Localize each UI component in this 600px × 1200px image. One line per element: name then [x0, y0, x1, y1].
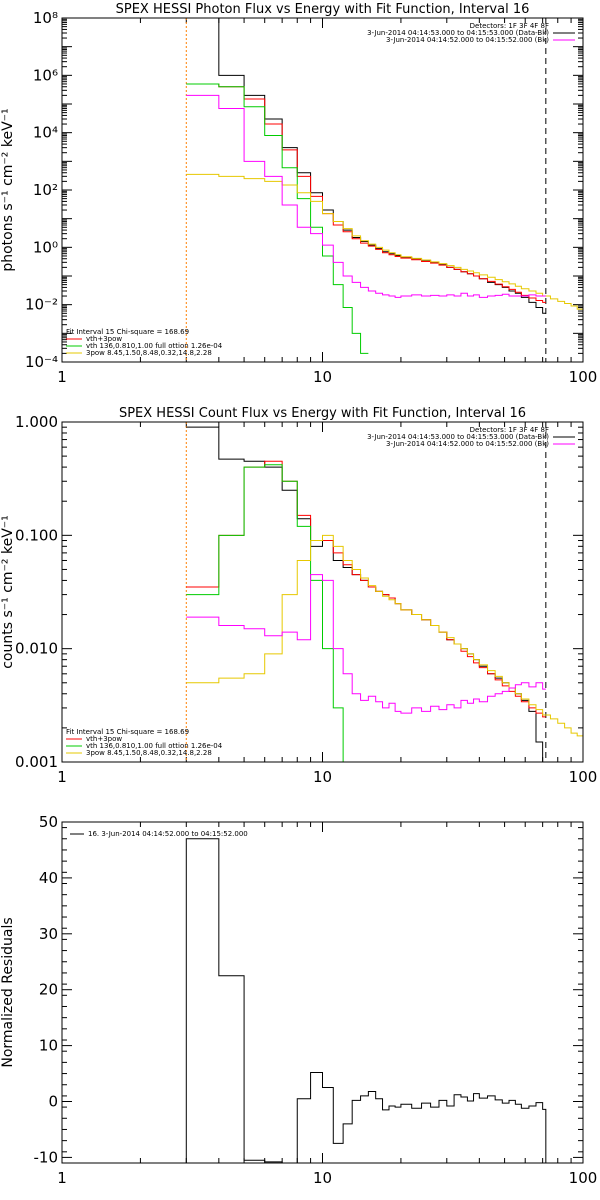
x-axis: 1 10 100 — [57, 822, 597, 1187]
y-tick-label: 10⁻² — [25, 296, 58, 314]
y-tick-label: 0 — [48, 1093, 58, 1111]
x-tick-label: 1 — [57, 768, 67, 786]
legend-text: vth+3pow — [86, 735, 122, 743]
x-axis: 1 10 100 — [57, 18, 597, 386]
series-line — [186, 534, 583, 737]
series-line — [186, 464, 353, 762]
y-tick-label: 0.010 — [15, 640, 58, 658]
legend-top-left: 16. 3-Jun-2014 04:14:52.000 to 04:15:52.… — [70, 830, 248, 838]
y-tick-label: 1.000 — [15, 413, 58, 431]
y-tick-label: 10² — [33, 181, 58, 199]
legend-top-right: Detectors: 1F 3F 4F 8F3-Jun-2014 04:14:5… — [367, 22, 575, 44]
y-tick-label: 0.100 — [15, 526, 58, 544]
series-line — [186, 426, 546, 762]
plot-area — [185, 838, 547, 1163]
plot-area — [185, 18, 583, 362]
y-tick-label: 10 — [39, 1037, 58, 1055]
legend-text: 3-Jun-2014 04:14:52.000 to 04:15:52.000 … — [386, 440, 549, 448]
plot-frame — [61, 821, 584, 1164]
y-tick-label: 10⁴ — [33, 124, 58, 142]
x-tick-label: 100 — [569, 768, 598, 786]
legend-text: 3-Jun-2014 04:14:53.000 to 04:15:53.000 … — [367, 29, 549, 37]
y-tick-label: 10⁻⁴ — [25, 353, 58, 371]
y-tick-label: 50 — [39, 813, 58, 831]
y-tick-label: 10⁶ — [33, 66, 58, 84]
y-tick-label: 10⁰ — [33, 238, 58, 256]
y-tick-label: 30 — [39, 925, 58, 943]
legend-text: Detectors: 1F 3F 4F 8F — [470, 426, 549, 434]
series-line — [186, 83, 546, 303]
y-axis-label: Normalized Residuals — [0, 917, 16, 1067]
y-axis: -10 0 10 20 30 40 50 — [34, 813, 583, 1166]
chart-title: SPEX HESSI Count Flux vs Energy with Fit… — [119, 406, 526, 421]
y-tick-label: 0.001 — [15, 753, 58, 771]
y-axis: 0.001 0.010 0.100 1.000 — [15, 413, 583, 771]
legend-bottom-left: Fit Interval 15 Chi-square = 168.69vth+3… — [66, 728, 223, 757]
y-axis: 10⁻⁴ 10⁻² 10⁰ 10² 10⁴ 10⁶ 10⁸ — [25, 9, 583, 371]
series-line — [186, 83, 369, 354]
x-tick-label: 1 — [57, 1169, 67, 1187]
y-axis-label: counts s⁻¹ cm⁻² keV⁻¹ — [0, 515, 16, 669]
plot-area — [185, 422, 583, 762]
legend-text: 3pow 8.45,1.50,8.48,0.32,14.8,2.28 — [86, 749, 212, 757]
legend-text: Fit Interval 15 Chi-square = 168.69 — [66, 328, 189, 336]
x-tick-label: 10 — [313, 368, 332, 386]
series-line — [186, 94, 546, 298]
x-tick-label: 100 — [569, 368, 598, 386]
y-tick-label: 40 — [39, 869, 58, 887]
chart-panel-3: Normalized Residuals 1 10 100 -10 0 10 20 30 40 50… — [0, 813, 597, 1187]
x-tick-label: 1 — [57, 368, 67, 386]
x-tick-label: 10 — [313, 768, 332, 786]
y-tick-label: -10 — [34, 1148, 59, 1166]
x-tick-label: 10 — [313, 1169, 332, 1187]
series-line — [186, 18, 546, 314]
series-line — [186, 574, 546, 714]
legend-text: 3-Jun-2014 04:14:53.000 to 04:15:53.000 … — [367, 433, 549, 441]
series-line — [185, 838, 547, 1163]
legend-text: Detectors: 1F 3F 4F 8F — [470, 22, 549, 30]
legend-text: vth 136,0.810,1.00 full ottion 1.26e-04 — [86, 742, 223, 750]
legend-text: vth+3pow — [86, 335, 122, 343]
y-tick-label: 10⁸ — [33, 9, 58, 27]
plot-frame — [61, 17, 584, 363]
legend-text: 3pow 8.45,1.50,8.48,0.32,14.8,2.28 — [86, 349, 212, 357]
x-axis: 1 10 100 — [57, 422, 597, 786]
chart-panel-1: SPEX HESSI Photon Flux vs Energy with Fi… — [0, 2, 597, 386]
legend-text: 16. 3-Jun-2014 04:14:52.000 to 04:15:52.… — [88, 830, 248, 838]
legend-text: 3-Jun-2014 04:14:52.000 to 04:15:52.000 … — [386, 36, 549, 44]
chart-panel-2: SPEX HESSI Count Flux vs Energy with Fit… — [0, 406, 597, 786]
legend-text: Fit Interval 15 Chi-square = 168.69 — [66, 728, 189, 736]
plot-frame — [61, 421, 584, 763]
y-axis-label: photons s⁻¹ cm⁻² keV⁻¹ — [0, 108, 16, 271]
legend-text: vth 136,0.810,1.00 full ottion 1.26e-04 — [86, 342, 223, 350]
chart-title: SPEX HESSI Photon Flux vs Energy with Fi… — [116, 2, 530, 17]
y-tick-label: 20 — [39, 981, 58, 999]
x-tick-label: 100 — [569, 1169, 598, 1187]
series-line — [186, 173, 583, 310]
legend-top-right: Detectors: 1F 3F 4F 8F3-Jun-2014 04:14:5… — [367, 426, 575, 448]
legend-bottom-left: Fit Interval 15 Chi-square = 168.69vth+3… — [66, 328, 223, 357]
